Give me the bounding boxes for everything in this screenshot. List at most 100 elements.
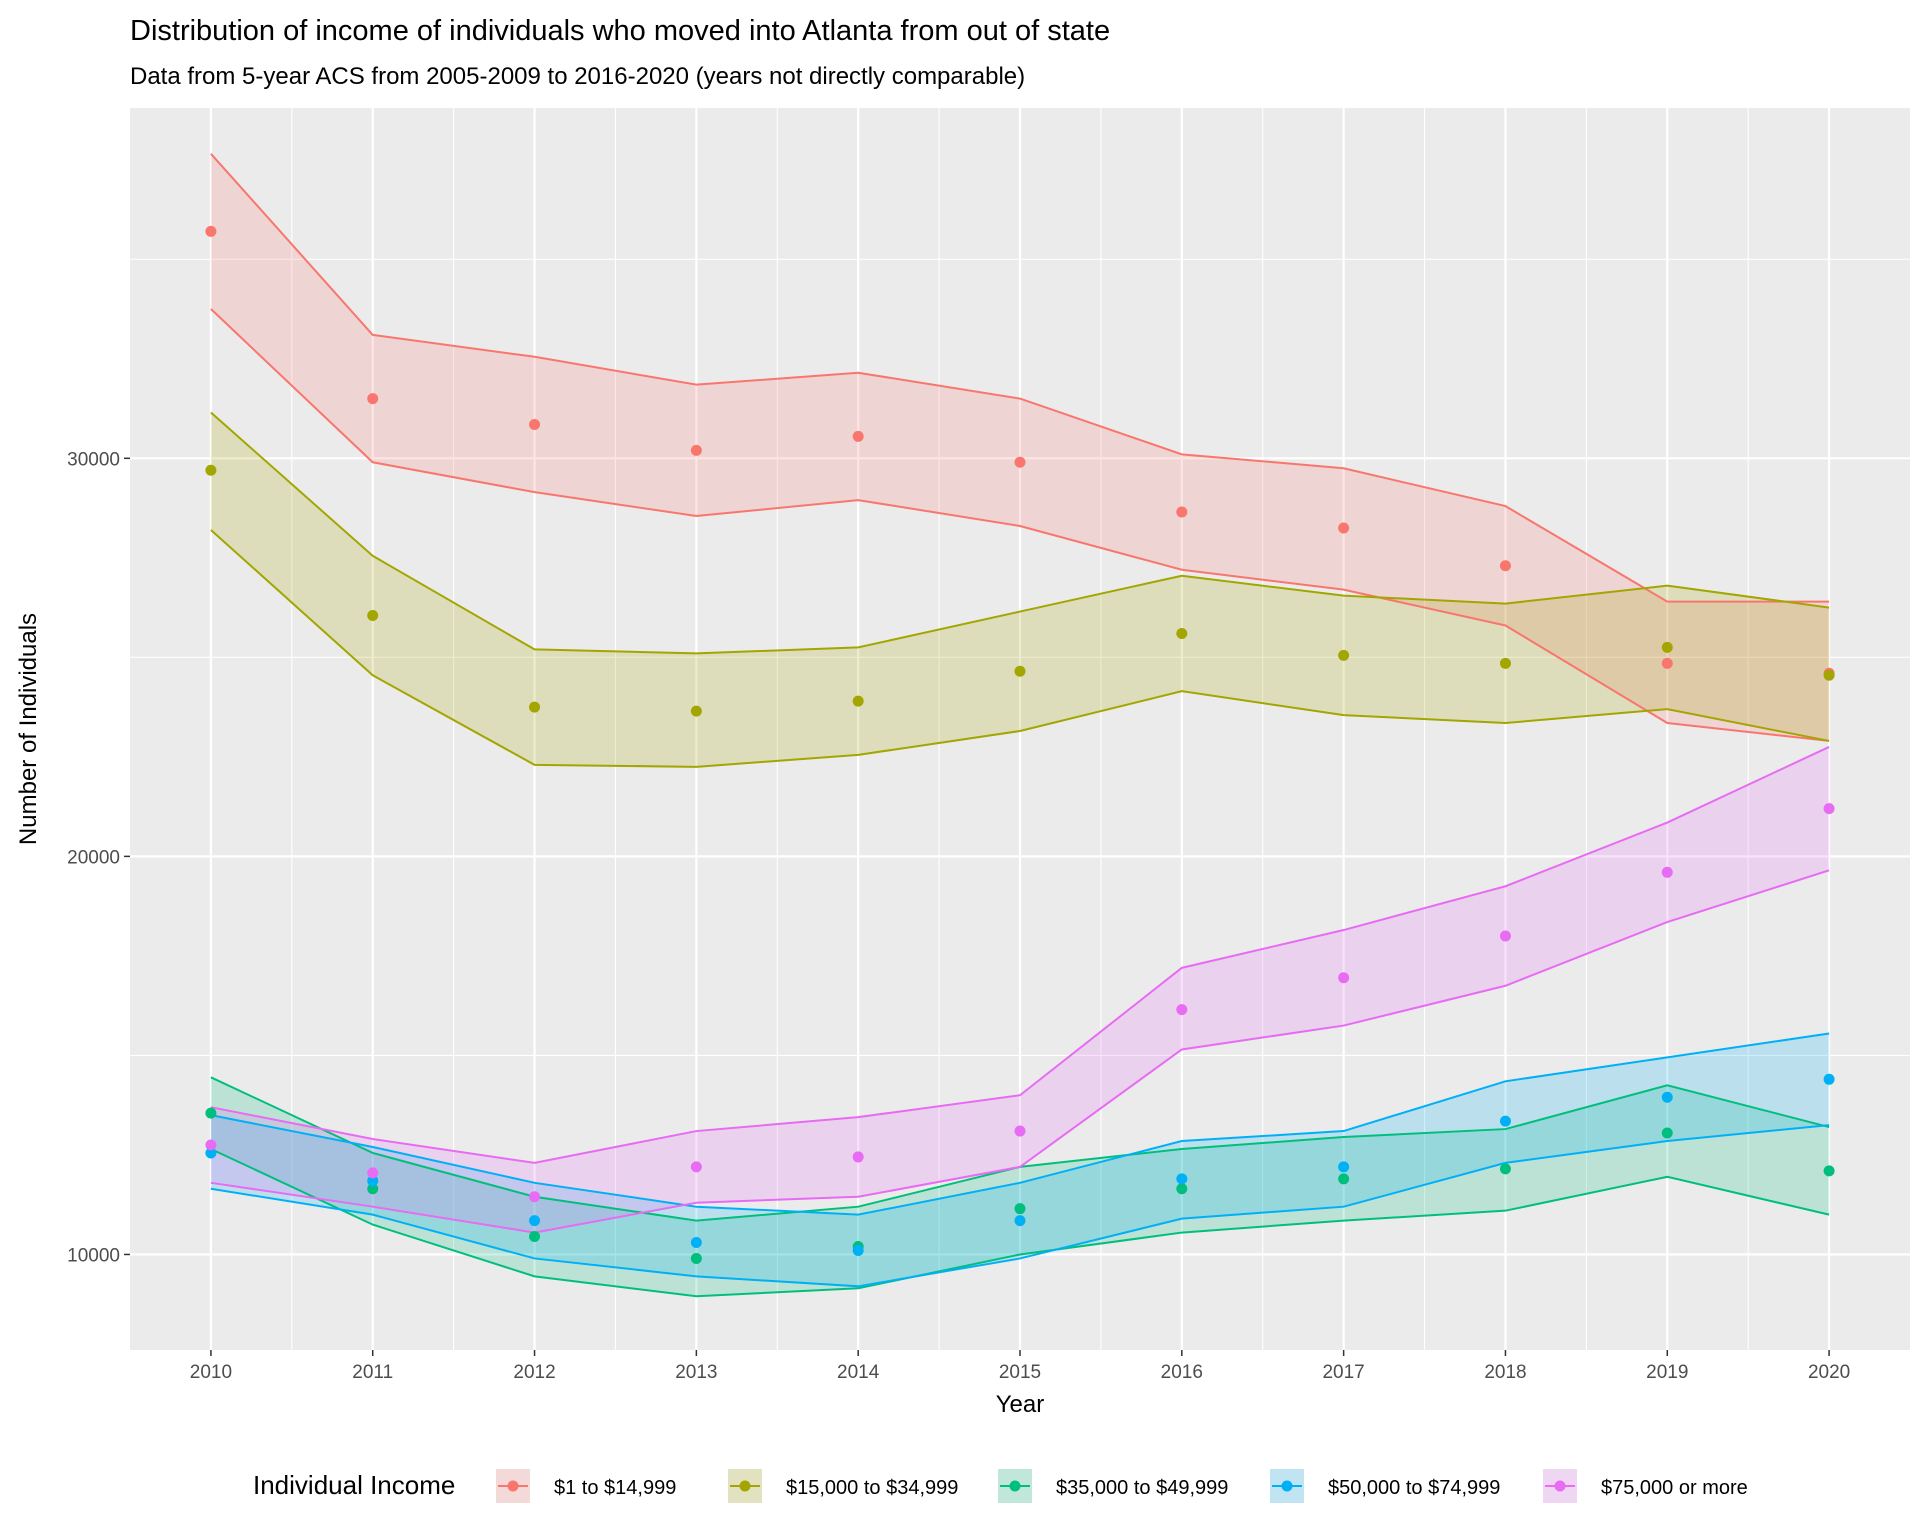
lower-line-series-2: [210, 529, 1830, 768]
data-point-series-2: [1499, 657, 1511, 669]
data-point-series-4: [690, 1237, 702, 1249]
data-point-series-1: [367, 393, 379, 405]
x-tick-label: 2016: [1161, 1362, 1203, 1383]
data-point-series-1: [1014, 456, 1026, 468]
data-point-series-5: [690, 1161, 702, 1173]
x-tick-label: 2013: [675, 1362, 717, 1383]
legend-key-point-3: [1009, 1480, 1021, 1492]
lower-line-series-1: [210, 308, 1830, 742]
data-point-series-3: [1338, 1173, 1350, 1185]
legend-label-2: $15,000 to $34,999: [786, 1477, 958, 1499]
lower-line-series-4: [210, 1124, 1830, 1288]
data-point-series-4: [1499, 1115, 1511, 1127]
upper-line-series-1: [210, 153, 1830, 603]
data-point-series-2: [1338, 649, 1350, 661]
data-point-series-5: [1499, 930, 1511, 942]
legend-label-5: $75,000 or more: [1601, 1477, 1748, 1499]
data-point-series-3: [1661, 1127, 1673, 1139]
lower-line-series-3: [210, 1148, 1830, 1298]
upper-line-series-2: [210, 411, 1830, 655]
data-point-series-5: [1014, 1125, 1026, 1137]
series-lines: [210, 153, 1830, 1298]
data-point-series-1: [1661, 657, 1673, 669]
x-tick-label: 2019: [1646, 1362, 1688, 1383]
chart-subtitle: Data from 5-year ACS from 2005-2009 to 2…: [130, 63, 1025, 90]
data-point-series-4: [205, 1147, 217, 1159]
data-point-series-5: [1176, 1004, 1188, 1016]
data-point-series-5: [529, 1191, 541, 1203]
upper-line-series-4: [210, 1032, 1830, 1216]
data-point-series-3: [529, 1231, 541, 1243]
legend-title: Individual Income: [253, 1470, 455, 1500]
band-series-2: [210, 412, 1830, 767]
data-point-series-3: [1499, 1163, 1511, 1175]
legend-label-4: $50,000 to $74,999: [1328, 1477, 1500, 1499]
band-series-1: [210, 153, 1830, 741]
data-point-series-5: [1823, 803, 1835, 815]
data-point-series-4: [1176, 1173, 1188, 1185]
data-point-series-1: [205, 225, 217, 237]
legend-key-point-4: [1281, 1480, 1293, 1492]
data-point-series-3: [690, 1252, 702, 1264]
data-point-series-1: [852, 430, 864, 442]
axes: 10000 20000 30000 2010 2011 2012 2013 2014 2015 2…: [67, 449, 1850, 1383]
data-point-series-3: [1176, 1183, 1188, 1195]
data-point-series-2: [852, 695, 864, 707]
data-point-series-1: [1499, 560, 1511, 572]
data-point-series-4: [852, 1244, 864, 1256]
data-point-series-2: [1823, 669, 1835, 681]
data-point-series-3: [1823, 1165, 1835, 1177]
y-tick-label: 10000: [67, 1245, 120, 1266]
legend-label-1: $1 to $14,999: [554, 1477, 676, 1499]
data-point-series-2: [367, 610, 379, 622]
data-point-series-4: [1338, 1161, 1350, 1173]
data-point-series-2: [1014, 665, 1026, 677]
data-point-series-4: [1014, 1215, 1026, 1227]
data-point-series-4: [529, 1215, 541, 1227]
upper-line-series-5: [210, 746, 1830, 1164]
x-tick-label: 2010: [190, 1362, 232, 1383]
data-point-series-2: [1661, 641, 1673, 653]
legend-key-point-2: [739, 1480, 751, 1492]
data-point-series-2: [1176, 627, 1188, 639]
y-tick-label: 30000: [67, 449, 120, 470]
data-point-series-4: [1661, 1091, 1673, 1103]
data-point-series-5: [1661, 866, 1673, 878]
y-axis-title: Number of Individuals: [15, 613, 42, 845]
data-point-series-1: [1338, 522, 1350, 534]
x-tick-label: 2020: [1808, 1362, 1850, 1383]
grid: [130, 108, 1910, 1350]
lower-line-series-5: [210, 869, 1830, 1234]
data-point-series-1: [1176, 506, 1188, 518]
x-tick-label: 2018: [1484, 1362, 1526, 1383]
data-point-series-2: [690, 705, 702, 717]
legend: Individual Income $1 to $14,999 $15,000 t…: [253, 1469, 1748, 1503]
x-axis-title: Year: [996, 1391, 1045, 1418]
x-tick-label: 2017: [1322, 1362, 1364, 1383]
data-point-series-5: [852, 1151, 864, 1163]
legend-label-3: $35,000 to $49,999: [1056, 1477, 1228, 1499]
band-series-4: [210, 1033, 1830, 1287]
band-series-3: [210, 1077, 1830, 1297]
data-point-series-3: [205, 1107, 217, 1119]
data-point-series-5: [367, 1167, 379, 1179]
data-point-series-5: [1338, 972, 1350, 984]
x-tick-label: 2015: [999, 1362, 1041, 1383]
data-point-series-5: [205, 1139, 217, 1151]
x-tick-label: 2014: [837, 1362, 880, 1383]
x-tick-label: 2012: [513, 1362, 555, 1383]
data-points: [205, 225, 1835, 1264]
data-point-series-2: [529, 701, 541, 713]
data-point-series-2: [205, 464, 217, 476]
data-point-series-4: [1823, 1073, 1835, 1085]
data-point-series-1: [690, 444, 702, 456]
legend-key-point-1: [507, 1480, 519, 1492]
x-tick-label: 2011: [352, 1362, 393, 1383]
data-point-series-1: [529, 418, 541, 430]
data-point-series-4: [367, 1175, 379, 1187]
legend-key-point-5: [1554, 1480, 1566, 1492]
y-tick-label: 20000: [67, 847, 120, 868]
chart-title: Distribution of income of individuals wh…: [130, 15, 1110, 47]
data-point-series-3: [367, 1183, 379, 1195]
